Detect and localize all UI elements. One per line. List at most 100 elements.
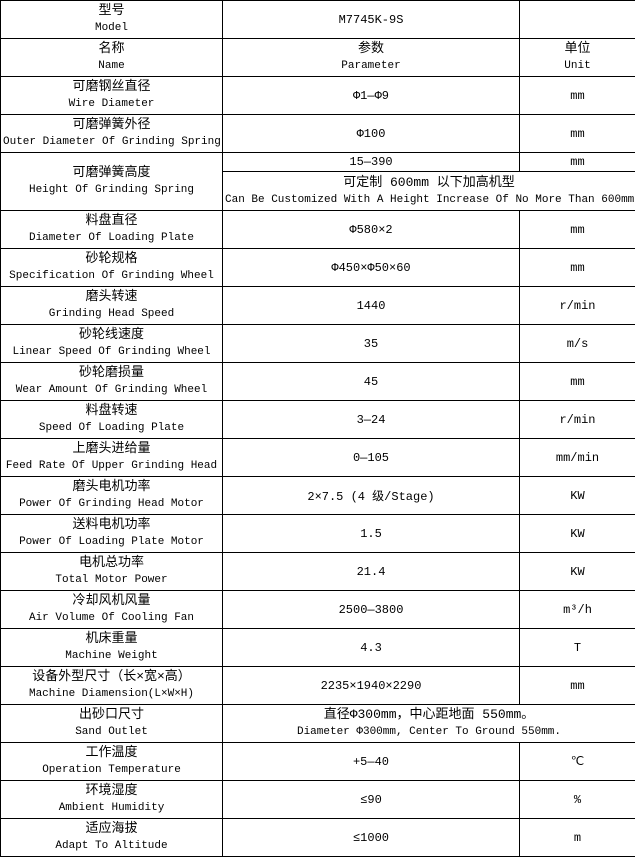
table-row: 砂轮线速度 Linear Speed Of Grinding Wheel 35 m/s	[0, 324, 635, 363]
row-name-cell-en: Power Of Grinding Head Motor	[19, 498, 204, 510]
row-name-cell-zh: 适应海拔	[85, 821, 138, 836]
row-param-cell: 2235×1940×2290	[222, 666, 520, 705]
row-name-cell-zh: 砂轮磨损量	[78, 365, 144, 380]
column-header-unit: 单位 Unit	[519, 38, 635, 77]
row-name-cell-en: Machine Weight	[65, 650, 158, 662]
row-param-cell: 45	[222, 362, 520, 401]
model-value-cell: M7745K-9S	[222, 0, 520, 39]
row-name-cell-zh: 上磨头进给量	[72, 441, 151, 456]
row-param-cell: Φ100	[222, 114, 520, 153]
row-param-cell: 35	[222, 324, 520, 363]
row-name-cell: 砂轮磨损量 Wear Amount Of Grinding Wheel	[0, 362, 223, 401]
row-unit-cell: mm	[519, 666, 635, 705]
row-param-cell: +5—40	[222, 742, 520, 781]
row-unit-cell: mm	[519, 114, 635, 153]
row-name-cell-zh: 冷却风机风量	[72, 593, 151, 608]
row-name-cell: 环境湿度 Ambient Humidity	[0, 780, 223, 819]
row-name-cell-en: Specification Of Grinding Wheel	[9, 270, 214, 282]
table-row: 上磨头进给量 Feed Rate Of Upper Grinding Head 0—…	[0, 438, 635, 477]
row-unit-cell: %	[519, 780, 635, 819]
row-unit-cell: KW	[519, 552, 635, 591]
row-name-cell: 设备外型尺寸（长×宽×高） Machine Diamension(L×W×H)	[0, 666, 223, 705]
row-unit-cell: r/min	[519, 400, 635, 439]
row-name-cell-zh: 料盘转速	[85, 403, 138, 418]
row-name-cell-zh: 砂轮规格	[85, 251, 138, 266]
table-row: 环境湿度 Ambient Humidity ≤90%	[0, 780, 635, 819]
row-note-cell-en: Can Be Customized With A Height Increase…	[225, 193, 635, 206]
model-label-en: Model	[94, 22, 128, 34]
row-name-cell: 送料电机功率 Power Of Loading Plate Motor	[0, 514, 223, 553]
row-unit-cell: T	[519, 628, 635, 667]
row-name-cell-en: Power Of Loading Plate Motor	[19, 536, 204, 548]
row-param-cell: 4.3	[222, 628, 520, 667]
row-name-cell-zh: 电机总功率	[78, 555, 144, 570]
row-note-cell-zh: 可定制 600mm 以下加高机型	[343, 174, 515, 190]
row-name-cell: 砂轮规格 Specification Of Grinding Wheel	[0, 248, 223, 287]
row-name-cell-zh: 可磨弹簧外径	[72, 117, 151, 132]
row-name-cell-zh: 磨头电机功率	[72, 479, 151, 494]
row-name-cell: 工作温度 Operation Temperature	[0, 742, 223, 781]
column-header-name: 名称 Name	[0, 38, 223, 77]
row-param-cell: Φ450×Φ50×60	[222, 248, 520, 287]
row-name-cell-en: Feed Rate Of Upper Grinding Head	[5, 460, 218, 472]
row-unit-cell: mm	[519, 362, 635, 401]
row-name-cell-en: Linear Speed Of Grinding Wheel	[12, 346, 211, 358]
table-row: 砂轮规格 Specification Of Grinding Wheel Φ450×…	[0, 248, 635, 287]
row-param-cell: 1440	[222, 286, 520, 325]
table-row: 砂轮磨损量 Wear Amount Of Grinding Wheel 45 mm	[0, 362, 635, 401]
row-unit-cell: KW	[519, 476, 635, 515]
row-name-cell-en: Total Motor Power	[55, 574, 168, 586]
row-name-cell-zh: 磨头转速	[85, 289, 138, 304]
table-row: 料盘转速 Speed Of Loading Plate 3—24 r/min	[0, 400, 635, 439]
table-row-note: 可定制 600mm 以下加高机型 Can Be Customized With A…	[1, 171, 635, 211]
row-name-cell-en: Grinding Head Speed	[48, 308, 175, 320]
row-unit-cell: m³/h	[519, 590, 635, 629]
row-unit-cell: mm	[519, 248, 635, 287]
table-row: 冷却风机风量 Air Volume Of Cooling Fan 2500—3800…	[0, 590, 635, 629]
column-header-unit-en: Unit	[564, 60, 591, 72]
row-name-cell: 可磨钢丝直径 Wire Diameter	[0, 76, 223, 115]
row-param-cell: Φ580×2	[222, 210, 520, 249]
row-param-cell: 2500—3800	[222, 590, 520, 629]
row-name-cell: 砂轮线速度 Linear Speed Of Grinding Wheel	[0, 324, 223, 363]
row-name-cell-zh: 机床重量	[85, 631, 138, 646]
table-row: 可磨钢丝直径 Wire Diameter Φ1—Φ9 mm	[0, 76, 635, 115]
row-name-cell-en: Machine Diamension(L×W×H)	[28, 688, 195, 700]
row-name-cell: 出砂口尺寸 Sand Outlet	[0, 704, 223, 743]
row-name-cell-en: Air Volume Of Cooling Fan	[28, 612, 195, 624]
row-name-cell-en: Ambient Humidity	[58, 802, 165, 814]
row-name-cell: 料盘转速 Speed Of Loading Plate	[0, 400, 223, 439]
row-name-cell: 磨头转速 Grinding Head Speed	[0, 286, 223, 325]
row-param-cell: ≤1000	[222, 818, 520, 857]
column-header-param: 参数 Parameter	[222, 38, 520, 77]
row-name-cell: 机床重量 Machine Weight	[0, 628, 223, 667]
row-name-cell: 磨头电机功率 Power Of Grinding Head Motor	[0, 476, 223, 515]
table-row: 可磨弹簧高度 Height Of Grinding Spring 15—390 mm	[0, 152, 635, 211]
row-param-cell: 21.4	[222, 552, 520, 591]
row-unit-cell: mm	[519, 76, 635, 115]
row-param-cell: 1.5	[222, 514, 520, 553]
row-name-cell-en: Wire Diameter	[68, 98, 155, 110]
row-name-cell: 料盘直径 Diameter Of Loading Plate	[0, 210, 223, 249]
row-name-cell: 可磨弹簧高度 Height Of Grinding Spring	[0, 152, 223, 211]
row-param-merged-cell: 直径Φ300mm，中心距地面 550mm。 Diameter Φ300mm, Ce…	[222, 704, 635, 743]
row-param-cell: 0—105	[222, 438, 520, 477]
row-name-cell-zh: 环境湿度	[85, 783, 138, 798]
columns-header-row: 名称 Name 参数 Parameter 单位 Unit	[0, 38, 635, 77]
row-unit-cell: mm	[519, 210, 635, 249]
row-unit-cell: mm/min	[519, 438, 635, 477]
row-name-cell-en: Adapt To Altitude	[55, 840, 168, 852]
row-param-cell: 2×7.5 (4 级/Stage)	[222, 476, 520, 515]
table-row: 出砂口尺寸 Sand Outlet 直径Φ300mm，中心距地面 550mm。 Dia…	[0, 704, 635, 743]
row-name-cell: 可磨弹簧外径 Outer Diameter Of Grinding Spring	[0, 114, 223, 153]
row-unit-cell: m/s	[519, 324, 635, 363]
row-name-cell-en: Height Of Grinding Spring	[28, 184, 195, 196]
row-name-cell-zh: 料盘直径	[85, 213, 138, 228]
row-param-merged-cell-zh: 直径Φ300mm，中心距地面 550mm。	[323, 707, 535, 722]
row-name-cell: 冷却风机风量 Air Volume Of Cooling Fan	[0, 590, 223, 629]
table-row: 机床重量 Machine Weight 4.3 T	[0, 628, 635, 667]
table-row: 送料电机功率 Power Of Loading Plate Motor 1.5 KW	[0, 514, 635, 553]
column-header-param-zh: 参数	[357, 41, 384, 56]
